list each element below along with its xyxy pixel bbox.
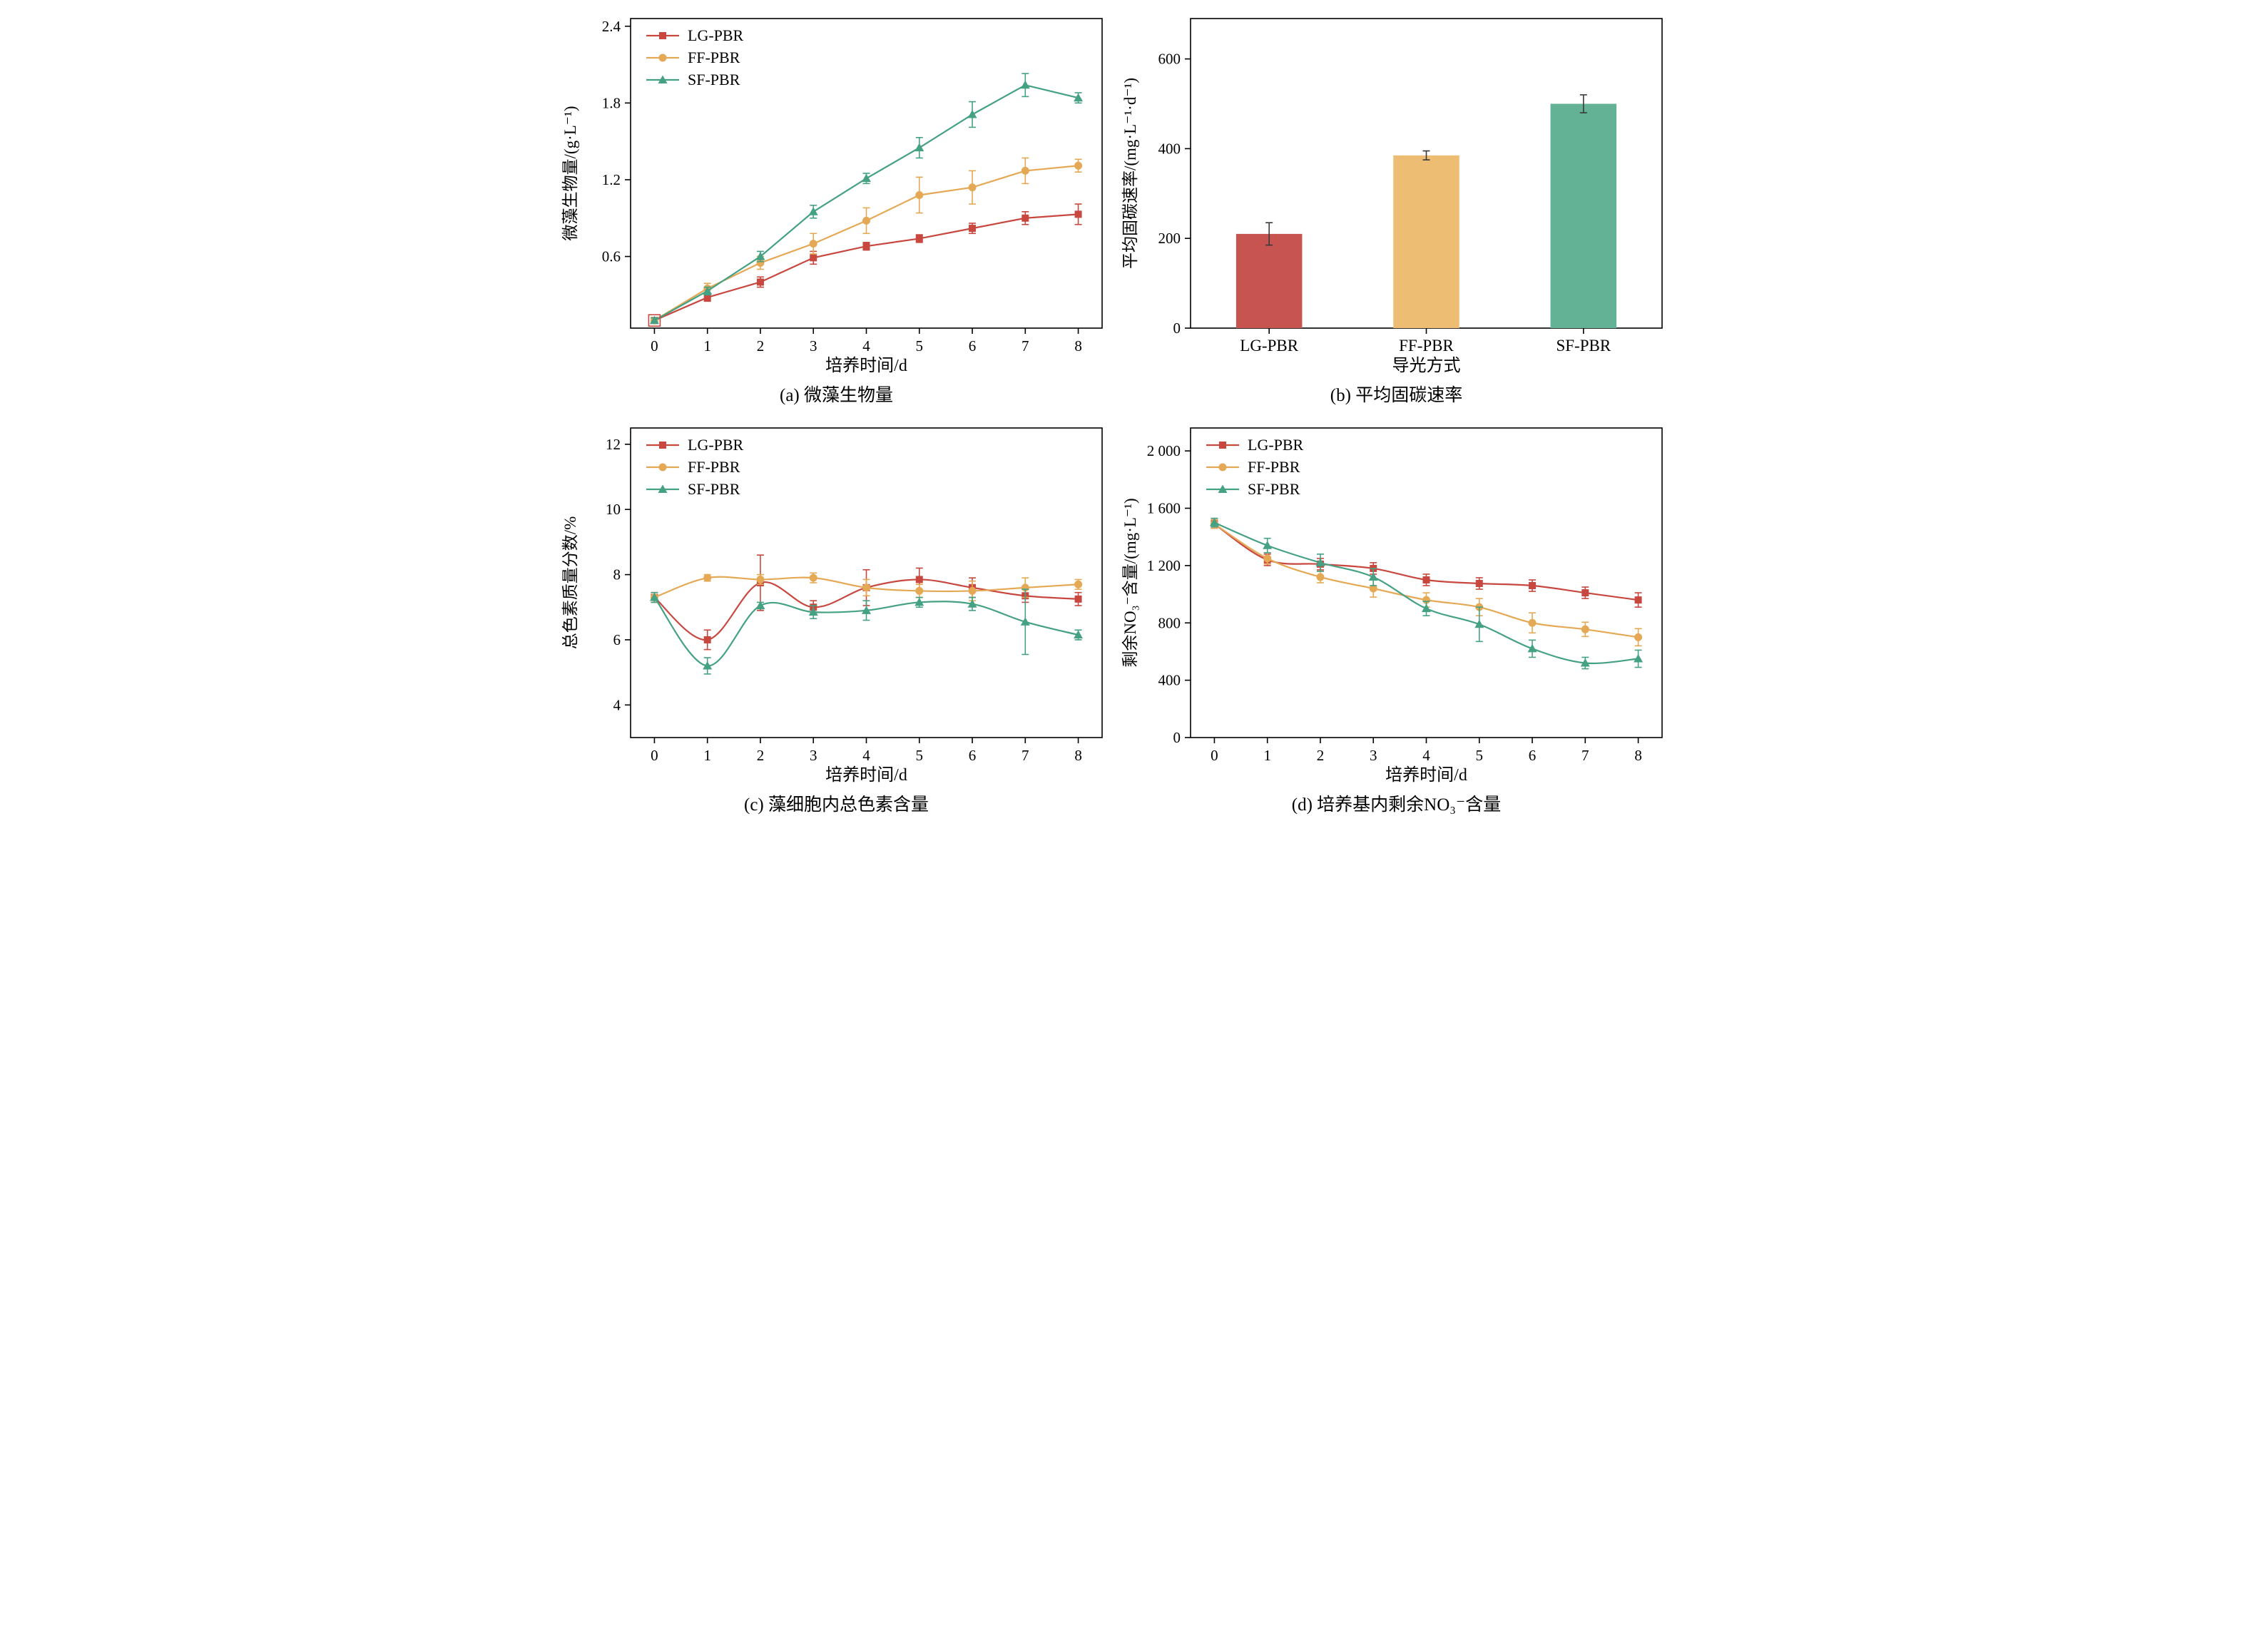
svg-text:200: 200 bbox=[1158, 230, 1181, 247]
svg-text:LG-PBR: LG-PBR bbox=[688, 26, 744, 44]
svg-text:7: 7 bbox=[1581, 747, 1589, 764]
svg-text:10: 10 bbox=[606, 501, 621, 518]
svg-text:FF-PBR: FF-PBR bbox=[1399, 337, 1454, 355]
chart-grid: 0.6 1.2 1.8 2.4 培养时间/d 微藻生物量/(g·L⁻¹) 0 1 2 3 4 5 6 7 8… bbox=[556, 7, 1691, 816]
svg-text:8: 8 bbox=[1634, 747, 1642, 764]
svg-text:1: 1 bbox=[703, 337, 711, 355]
svg-text:6: 6 bbox=[613, 631, 621, 648]
svg-text:0: 0 bbox=[1173, 320, 1181, 337]
svg-text:400: 400 bbox=[1158, 140, 1181, 157]
biomass-line-chart: 0.6 1.2 1.8 2.4 培养时间/d 微藻生物量/(g·L⁻¹) 0 1 2 3 4 5 6 7 8… bbox=[561, 18, 1103, 375]
panel-d-nitrate: 0 400 800 1 200 1 600 2 000 培养时间/d 剩余NO₃⁻含量/(mg… bbox=[1116, 417, 1676, 816]
svg-text:LG-PBR: LG-PBR bbox=[688, 436, 744, 454]
svg-text:4: 4 bbox=[613, 696, 621, 713]
svg-text:8: 8 bbox=[1074, 337, 1082, 355]
svg-text:1.8: 1.8 bbox=[602, 94, 621, 111]
svg-text:1 200: 1 200 bbox=[1147, 557, 1181, 574]
svg-text:FF-PBR: FF-PBR bbox=[688, 49, 740, 66]
caption-a: (a) 微藻生物量 bbox=[780, 386, 893, 405]
svg-text:LG-PBR: LG-PBR bbox=[1240, 337, 1298, 355]
svg-text:SF-PBR: SF-PBR bbox=[688, 71, 740, 88]
svg-text:微藻生物量/(g·L⁻¹): 微藻生物量/(g·L⁻¹) bbox=[561, 106, 579, 241]
svg-text:总色素质量分数/%: 总色素质量分数/% bbox=[561, 516, 579, 650]
svg-text:3: 3 bbox=[1370, 747, 1377, 764]
svg-text:2 000: 2 000 bbox=[1147, 442, 1181, 459]
svg-text:4: 4 bbox=[862, 337, 870, 355]
svg-text:8: 8 bbox=[1074, 747, 1082, 764]
svg-text:培养时间/d: 培养时间/d bbox=[1385, 765, 1467, 785]
svg-text:8: 8 bbox=[613, 566, 621, 583]
svg-text:800: 800 bbox=[1158, 614, 1181, 631]
svg-text:剩余NO₃⁻含量/(mg·L⁻¹): 剩余NO₃⁻含量/(mg·L⁻¹) bbox=[1121, 498, 1139, 667]
svg-text:1.2: 1.2 bbox=[602, 171, 621, 188]
svg-text:1: 1 bbox=[703, 747, 711, 764]
svg-text:2: 2 bbox=[757, 747, 765, 764]
svg-text:SF-PBR: SF-PBR bbox=[1248, 480, 1300, 498]
svg-text:3: 3 bbox=[810, 747, 817, 764]
svg-text:1 600: 1 600 bbox=[1147, 500, 1181, 517]
svg-text:2: 2 bbox=[1317, 747, 1325, 764]
svg-text:LG-PBR: LG-PBR bbox=[1248, 436, 1304, 454]
svg-text:5: 5 bbox=[1476, 747, 1484, 764]
panel-b-carbon-fixation: 0 200 400 600 导光方式 平均固碳速率/(mg·L⁻¹·d⁻¹) LG-PBR F… bbox=[1116, 7, 1676, 407]
svg-text:2.4: 2.4 bbox=[602, 18, 621, 35]
caption-d: (d) 培养基内剩余NO₃⁻含量 bbox=[1291, 795, 1502, 815]
svg-text:平均固碳速率/(mg·L⁻¹·d⁻¹): 平均固碳速率/(mg·L⁻¹·d⁻¹) bbox=[1121, 78, 1139, 269]
svg-text:600: 600 bbox=[1158, 51, 1181, 68]
svg-text:SF-PBR: SF-PBR bbox=[1556, 337, 1611, 355]
svg-text:400: 400 bbox=[1158, 672, 1181, 689]
nitrate-line-chart: 0 400 800 1 200 1 600 2 000 培养时间/d 剩余NO₃⁻含量/(mg… bbox=[1121, 427, 1663, 785]
svg-text:2: 2 bbox=[757, 337, 765, 355]
panel-a-biomass: 0.6 1.2 1.8 2.4 培养时间/d 微藻生物量/(g·L⁻¹) 0 1 2 3 4 5 6 7 8… bbox=[556, 7, 1116, 407]
svg-text:4: 4 bbox=[862, 747, 870, 764]
svg-text:12: 12 bbox=[606, 436, 621, 453]
figure-page: 0.6 1.2 1.8 2.4 培养时间/d 微藻生物量/(g·L⁻¹) 0 1 2 3 4 5 6 7 8… bbox=[556, 0, 1691, 830]
svg-text:5: 5 bbox=[916, 337, 924, 355]
svg-text:0: 0 bbox=[1173, 729, 1181, 746]
svg-text:5: 5 bbox=[916, 747, 924, 764]
svg-text:6: 6 bbox=[969, 747, 977, 764]
svg-text:4: 4 bbox=[1422, 747, 1430, 764]
svg-text:7: 7 bbox=[1021, 337, 1029, 355]
panel-c-pigment: 4 6 8 10 12 培养时间/d 总色素质量分数/% 0 1 2 3 4 5 6 7 8 LG-PBR FF-… bbox=[556, 417, 1116, 816]
svg-text:培养时间/d: 培养时间/d bbox=[825, 356, 907, 375]
carbon-fixation-bar-chart: 0 200 400 600 导光方式 平均固碳速率/(mg·L⁻¹·d⁻¹) LG-PBR F… bbox=[1121, 18, 1663, 375]
svg-text:6: 6 bbox=[969, 337, 977, 355]
svg-text:0: 0 bbox=[1211, 747, 1218, 764]
svg-text:FF-PBR: FF-PBR bbox=[1248, 458, 1300, 476]
svg-text:0.6: 0.6 bbox=[602, 248, 621, 265]
svg-text:培养时间/d: 培养时间/d bbox=[825, 765, 907, 785]
svg-text:SF-PBR: SF-PBR bbox=[688, 480, 740, 498]
svg-text:0: 0 bbox=[651, 337, 658, 355]
caption-b: (b) 平均固碳速率 bbox=[1330, 386, 1463, 405]
svg-text:7: 7 bbox=[1021, 747, 1029, 764]
svg-text:FF-PBR: FF-PBR bbox=[688, 458, 740, 476]
svg-text:3: 3 bbox=[810, 337, 817, 355]
svg-text:导光方式: 导光方式 bbox=[1392, 356, 1461, 375]
svg-text:0: 0 bbox=[651, 747, 658, 764]
caption-c: (c) 藻细胞内总色素含量 bbox=[744, 795, 929, 815]
svg-text:1: 1 bbox=[1263, 747, 1271, 764]
svg-text:6: 6 bbox=[1529, 747, 1537, 764]
